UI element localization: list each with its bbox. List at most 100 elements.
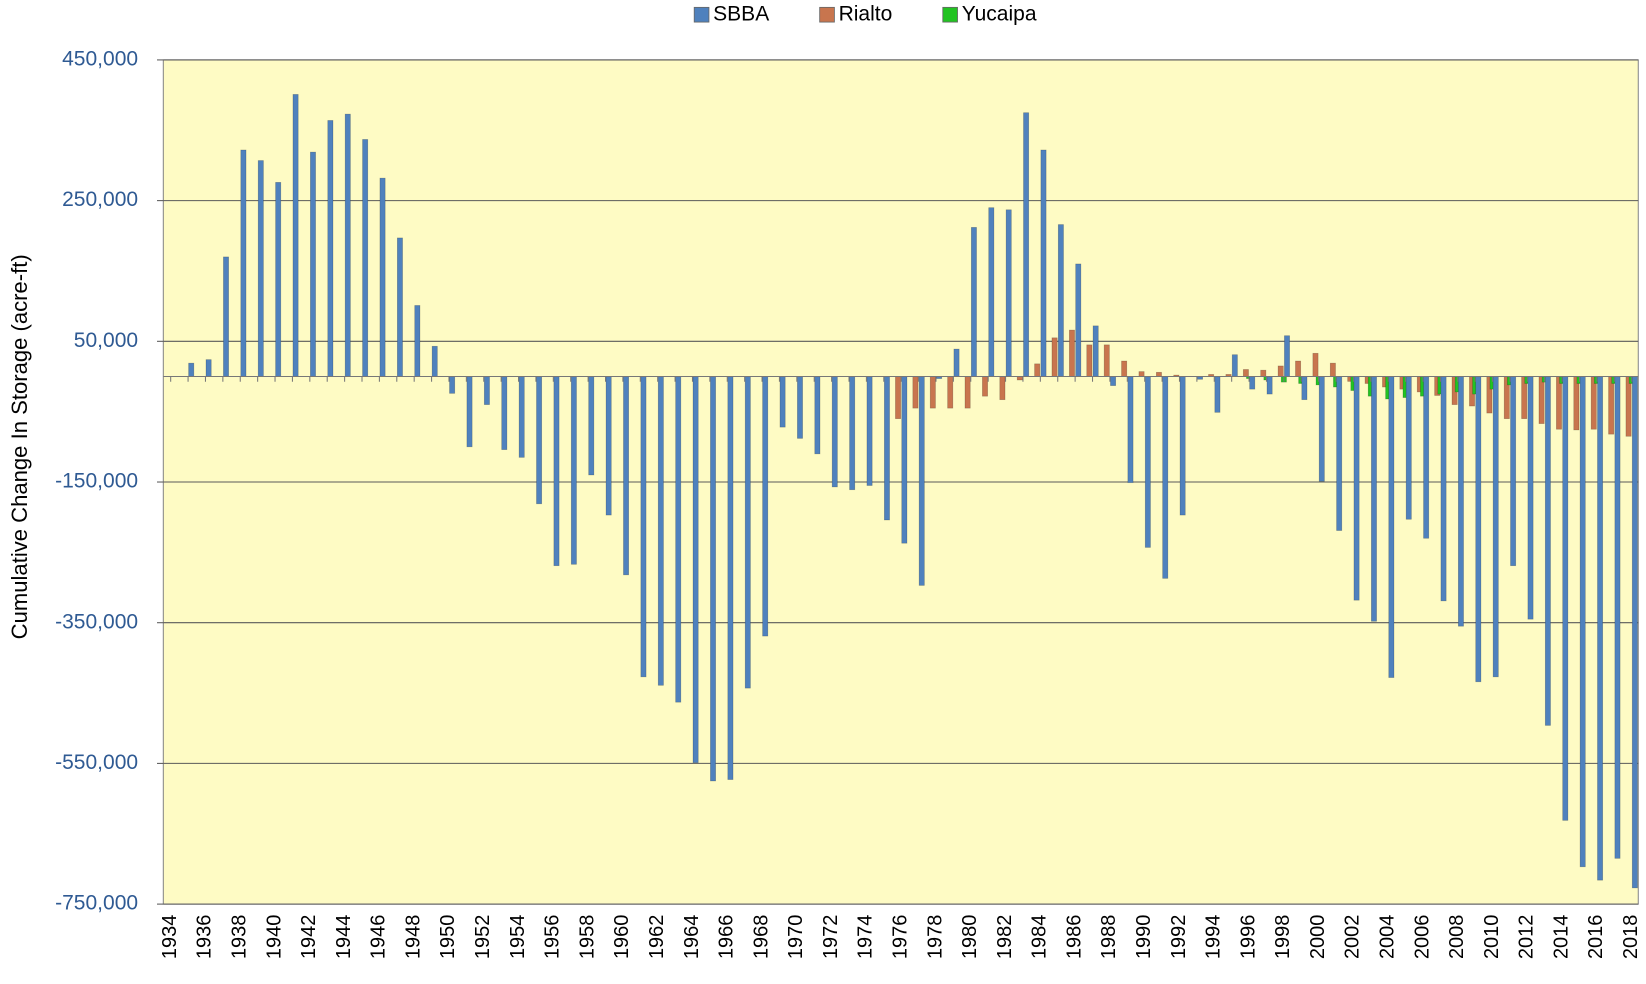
bar — [727, 376, 734, 780]
bar — [1318, 376, 1325, 482]
bar — [1631, 376, 1638, 889]
y-tick-label: 250,000 — [62, 188, 138, 211]
x-tick-label: 1986 — [1063, 915, 1085, 959]
bar — [779, 376, 786, 428]
y-tick-label: -750,000 — [55, 892, 138, 915]
legend-swatch — [942, 6, 958, 23]
bar — [895, 376, 901, 420]
x-tick-label: 1980 — [959, 915, 981, 959]
bar — [1127, 376, 1134, 484]
bar — [1092, 325, 1099, 377]
bar — [814, 376, 821, 455]
bar — [1457, 376, 1464, 627]
bar — [901, 376, 908, 544]
bar — [1144, 376, 1151, 548]
bar — [449, 376, 456, 394]
bar — [536, 376, 543, 505]
x-tick-label: 1976 — [889, 915, 911, 959]
bar — [1573, 376, 1580, 431]
bar — [1155, 371, 1162, 377]
x-tick-label: 1962 — [646, 915, 668, 959]
bar — [1556, 376, 1562, 430]
bar — [1475, 376, 1482, 683]
x-tick-label: 1952 — [472, 915, 494, 959]
bar — [999, 376, 1006, 401]
bar — [1510, 376, 1517, 567]
y-tick-label: -550,000 — [55, 751, 138, 774]
bar — [1590, 376, 1597, 430]
bar — [1440, 376, 1447, 602]
bar — [1214, 376, 1221, 413]
bar — [744, 376, 751, 689]
bar — [553, 376, 560, 567]
bar — [1110, 376, 1117, 386]
x-tick-label: 1946 — [368, 915, 390, 959]
x-tick-label: 1992 — [1168, 915, 1190, 959]
x-tick-label: 1982 — [994, 915, 1016, 959]
legend-label: Rialto — [839, 2, 893, 25]
bar — [588, 376, 595, 476]
bar — [223, 256, 229, 377]
bar — [1260, 369, 1267, 377]
bar — [397, 237, 403, 377]
x-tick-label: 2012 — [1516, 915, 1538, 959]
x-tick-label: 2000 — [1307, 915, 1329, 959]
bar — [1138, 371, 1145, 377]
bar — [1371, 376, 1377, 622]
x-tick-label: 1974 — [855, 915, 877, 959]
bar — [1353, 376, 1360, 601]
x-tick-label: 1956 — [542, 915, 564, 959]
x-tick-label: 2006 — [1411, 915, 1433, 959]
bar — [1040, 149, 1047, 377]
bar — [884, 376, 890, 521]
x-tick-label: 1968 — [750, 915, 772, 959]
x-tick-label: 1960 — [611, 915, 633, 959]
bar — [1069, 329, 1075, 377]
x-tick-label: 1942 — [298, 915, 320, 959]
bar — [466, 376, 473, 448]
bar — [1388, 376, 1395, 678]
bar — [310, 151, 316, 377]
bar — [1492, 376, 1499, 678]
legend-swatch — [693, 6, 710, 23]
bar — [605, 376, 612, 516]
bar — [1284, 335, 1290, 377]
bar — [1544, 376, 1551, 726]
x-tick-label: 2018 — [1620, 915, 1642, 959]
y-axis-label: Cumulative Change In Storage (acre-ft) — [7, 254, 32, 639]
bar — [970, 227, 977, 377]
bar — [1121, 360, 1128, 377]
bar — [1625, 376, 1632, 437]
bar — [240, 149, 247, 377]
bar — [1231, 354, 1238, 377]
x-tick-label: 2016 — [1585, 915, 1607, 959]
bar — [692, 376, 699, 764]
bar — [640, 376, 647, 678]
x-tick-label: 2002 — [1342, 915, 1364, 959]
x-tick-label: 1966 — [716, 915, 738, 959]
x-tick-label: 1954 — [507, 915, 529, 959]
bar — [275, 182, 282, 377]
bar — [362, 139, 369, 377]
bar — [379, 177, 386, 377]
bar — [866, 376, 873, 486]
bar — [1597, 376, 1604, 881]
bar — [982, 376, 988, 397]
x-tick-label: 1972 — [820, 915, 842, 959]
x-tick-label: 2010 — [1481, 915, 1503, 959]
bar — [327, 120, 334, 377]
bar — [831, 376, 838, 488]
y-tick-label: 450,000 — [62, 47, 138, 70]
bar — [1608, 376, 1615, 435]
bar — [501, 376, 508, 450]
bar — [257, 160, 264, 377]
bar — [344, 113, 351, 377]
bar — [1312, 352, 1319, 377]
bar — [1103, 344, 1110, 377]
x-tick-label: 1936 — [194, 915, 216, 959]
bar — [431, 345, 438, 377]
x-tick-label: 1950 — [437, 915, 459, 959]
bar — [1023, 112, 1030, 377]
bar — [1277, 365, 1284, 377]
